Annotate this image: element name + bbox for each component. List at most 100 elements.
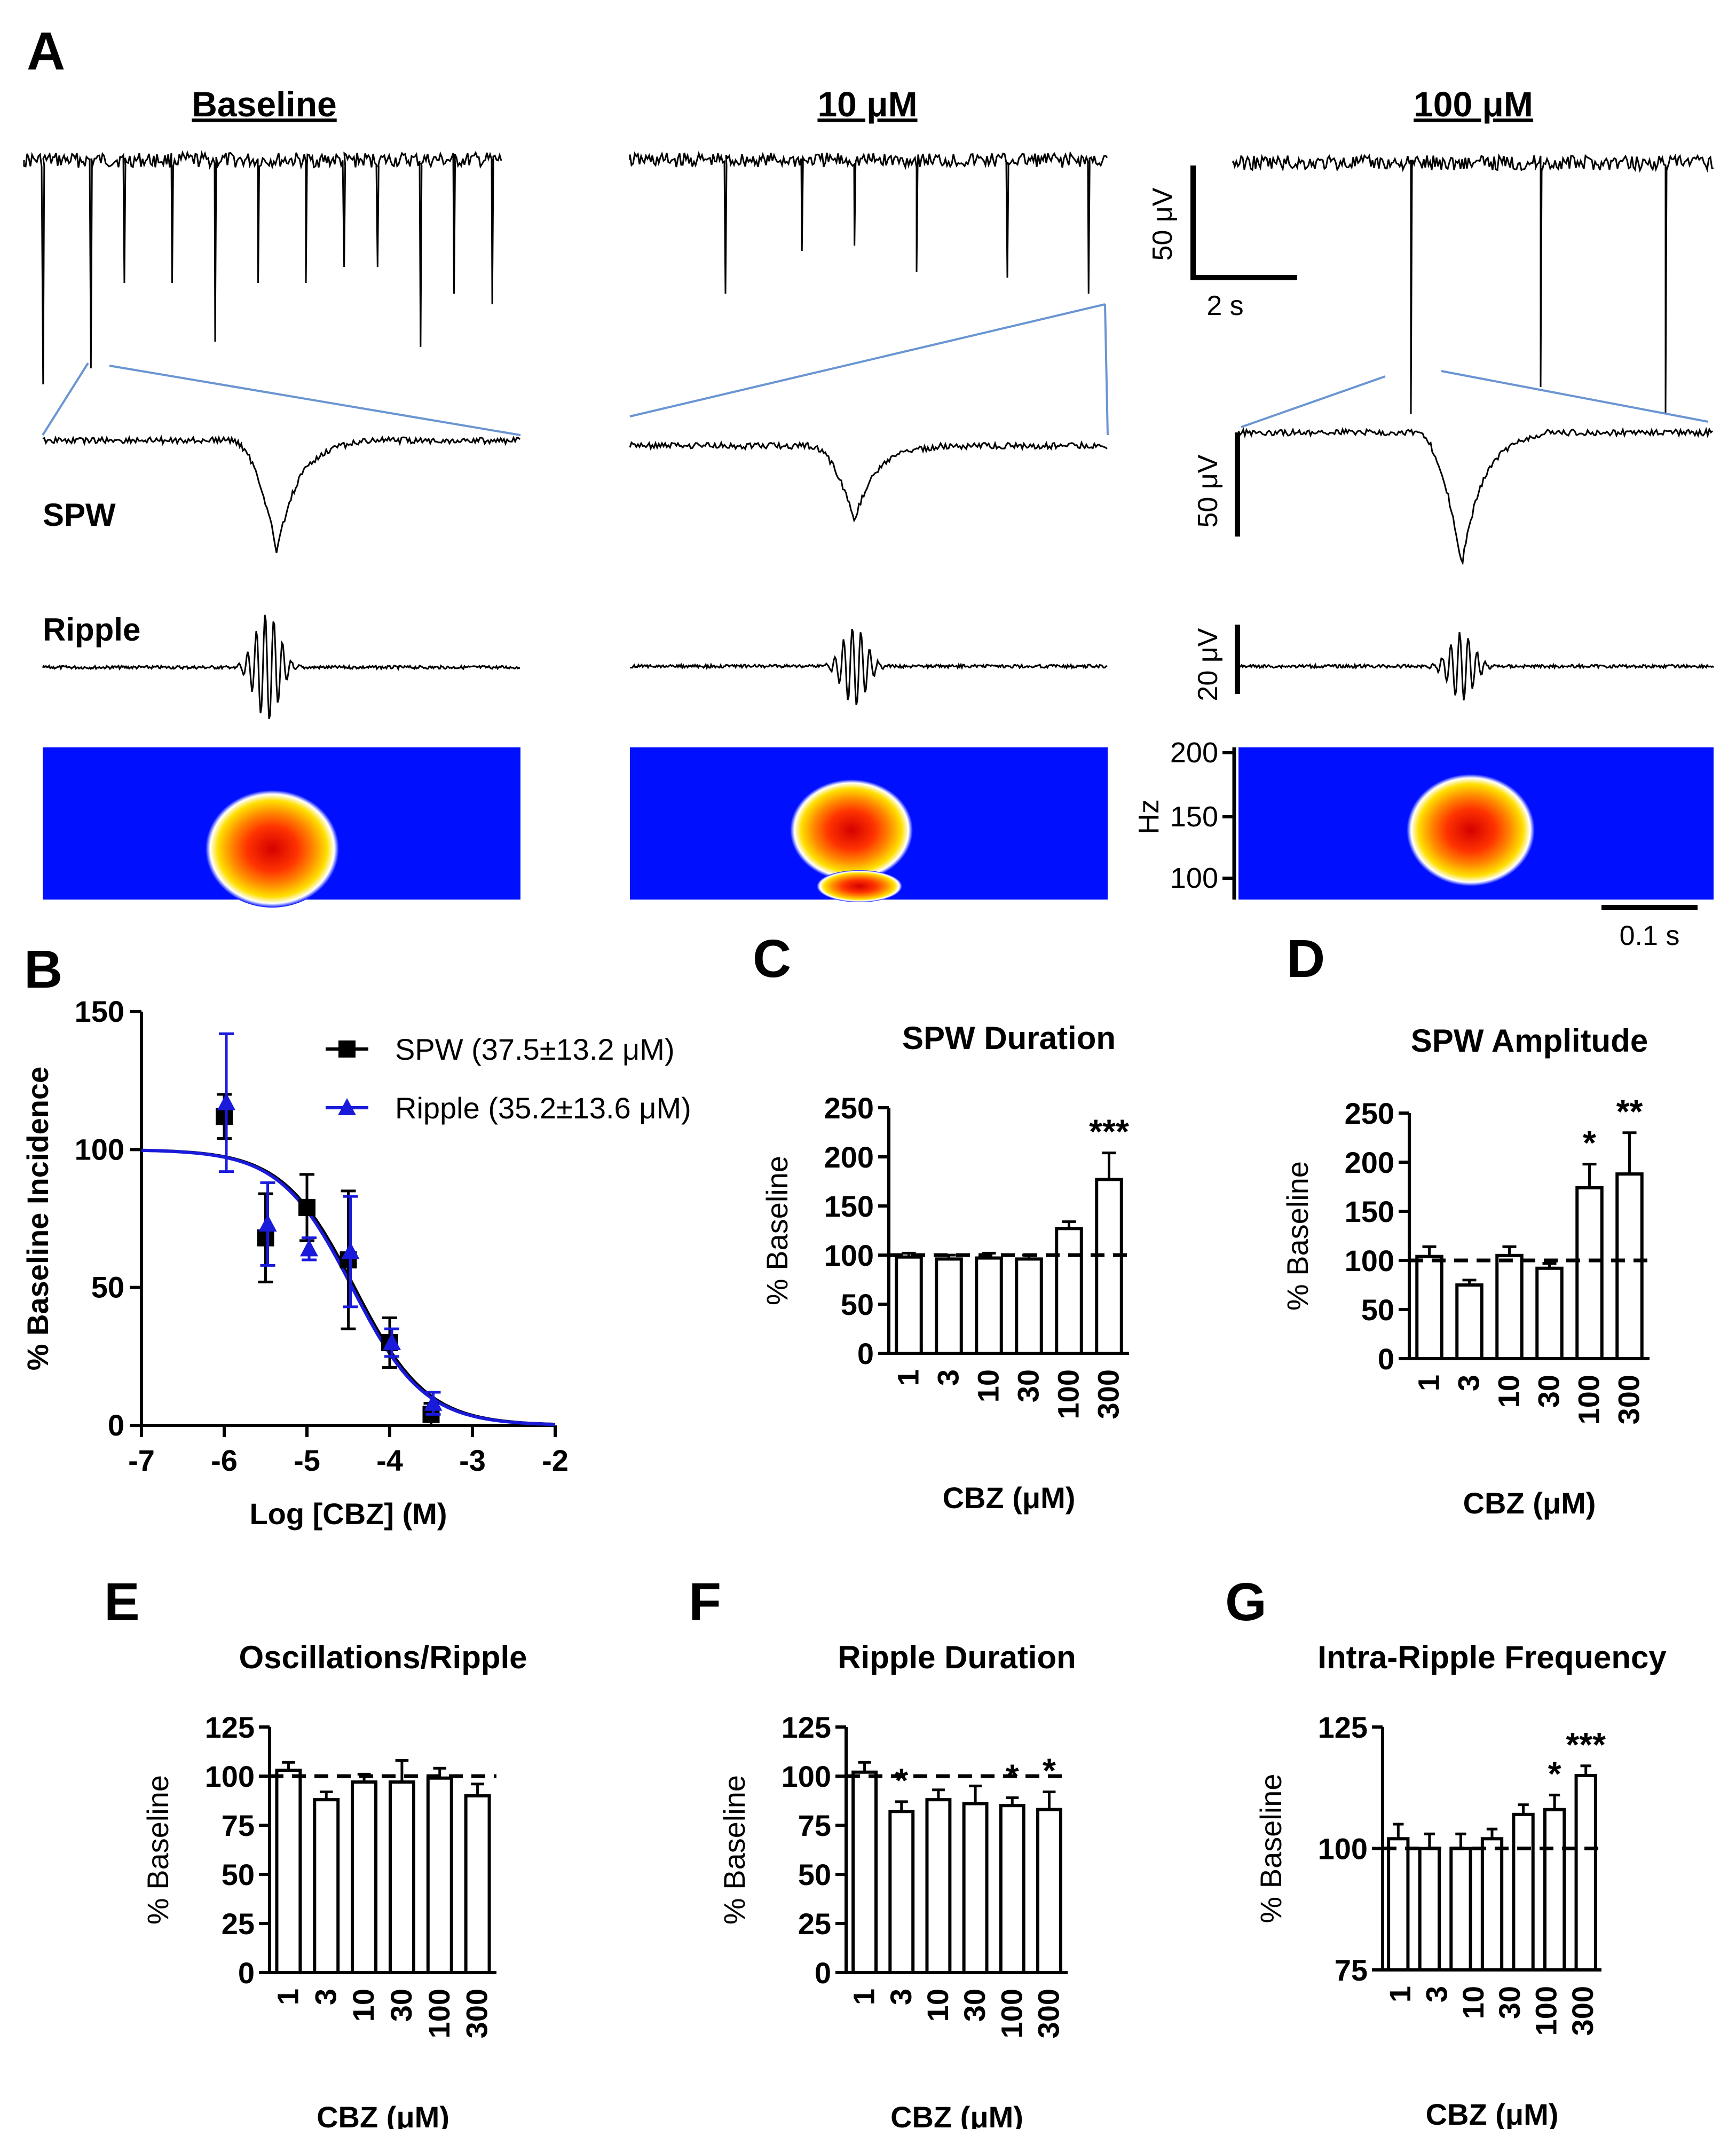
e-xticklabel-3: 10 [346,1989,380,2022]
zoom-line-3 [629,303,1106,417]
b-yticklabel-2: 50 [91,1271,124,1304]
g-yticklabel-2: 100 [1318,1832,1368,1866]
b-xticklabel-5: -3 [459,1444,486,1477]
b-legend-marker-1 [338,1040,356,1058]
c-xlabel: CBZ (μM) [943,1481,1076,1515]
f-xticklabel-4: 30 [958,1989,991,2022]
g-bar-1 [1387,1837,1410,1972]
e-yticklabel-5: 100 [205,1760,255,1793]
f-bar-5 [999,1804,1025,1974]
zoom-line-1 [42,362,89,436]
e-bar-4 [388,1780,415,1975]
spw-trace-1 [42,435,521,553]
e-bar-5 [426,1776,453,1974]
b-legend-label-1: SPW (37.5±13.2 μM) [395,1032,675,1066]
e-title: Oscillations/Ripple [239,1639,527,1675]
g-xticklabel-3: 10 [1456,1986,1490,2019]
d-yticklabel-1: 0 [1378,1342,1394,1376]
d-title: SPW Amplitude [1411,1023,1648,1059]
spec-time-label: 0.1 s [1620,920,1680,951]
e-xticklabel-5: 100 [422,1989,456,2038]
g-bar-3 [1449,1847,1472,1972]
e-bar-2 [313,1798,340,1974]
ripple-trace-2 [629,628,1108,705]
g-bar-6 [1543,1808,1566,1972]
b-point-2-5 [383,1333,401,1350]
f-yticklabel-4: 75 [798,1809,831,1842]
g-title: Intra-Ripple Frequency [1317,1639,1667,1675]
spw-row-label: SPW [43,497,116,533]
lfp-trace-2 [629,151,1108,294]
panel-label-f: F [689,1572,721,1632]
e-bar-6 [464,1794,491,1975]
e-yticklabel-1: 0 [238,1956,255,1990]
zoom-line-4 [1104,304,1109,436]
b-yticklabel-4: 150 [75,995,124,1028]
d-bar-2 [1455,1283,1484,1360]
ripple-trace-3 [1237,632,1715,701]
f-title: Ripple Duration [838,1639,1076,1675]
spw-trace-2 [629,440,1108,523]
f-bar-3 [925,1798,952,1974]
b-yticklabel-1: 0 [108,1408,124,1442]
trace-amp-label: 50 μV [1147,187,1178,261]
spec-freq-ticklabel-2: 150 [1170,801,1218,833]
c-yticklabel-1: 0 [857,1337,874,1370]
e-xticklabel-4: 30 [384,1989,418,2022]
g-xticklabel-6: 300 [1566,1986,1599,2036]
g-bar-2 [1418,1847,1441,1972]
f-bar-4 [962,1802,989,1975]
c-yticklabel-2: 50 [841,1288,874,1321]
g-bar-5 [1512,1812,1535,1972]
condition-title-1: Baseline [192,84,336,124]
panel-c: SPW Duration 0 50 100 150 200 250 % Baseline ***… [760,1020,1129,1515]
c-yticklabel-6: 250 [824,1091,874,1125]
d-yticklabel-2: 50 [1361,1293,1394,1327]
c-bar-5 [1055,1227,1083,1355]
panel-e: Oscillations/Ripple 0 25 50 75 100 125 % Baseli… [141,1639,527,2129]
c-ylabel: % Baseline [760,1156,794,1305]
lfp-trace-1 [23,150,502,385]
trace-time-label: 2 s [1206,290,1243,321]
e-yticklabel-4: 75 [222,1809,255,1842]
b-point-1-1 [216,1108,233,1125]
panel-label-d: D [1287,929,1325,989]
d-bar-5 [1575,1186,1604,1361]
f-xlabel: CBZ (μM) [890,2100,1023,2129]
f-bar-1 [851,1770,878,1974]
ripple-amp-label: 20 μV [1193,628,1224,701]
g-xticklabel-4: 30 [1493,1986,1526,2019]
e-bar-1 [275,1768,302,1974]
d-bar-4 [1535,1266,1564,1360]
d-xticklabel-3: 10 [1492,1375,1526,1408]
c-yticklabel-3: 100 [824,1239,874,1272]
spectrogram-blob-2-1 [790,779,913,881]
zoom-line-6 [1441,370,1709,423]
b-legend-marker-2 [338,1098,356,1115]
panel-labels: A B C D E F G [24,21,1325,1632]
e-xlabel: CBZ (μM) [317,2100,449,2129]
g-yticklabel-3: 125 [1318,1710,1368,1744]
lfp-trace-3 [1232,153,1714,414]
c-bar-2 [935,1257,963,1355]
b-xticklabel-3: -5 [294,1444,320,1477]
d-yticklabel-4: 150 [1345,1195,1394,1228]
g-xticklabel-2: 3 [1420,1986,1454,2002]
b-point-1-3 [298,1198,315,1216]
f-yticklabel-6: 125 [782,1710,831,1744]
c-bar-3 [975,1256,1003,1355]
condition-title-2: 10 μM [817,84,917,124]
b-point-2-1 [217,1093,235,1110]
f-bar-2 [888,1810,915,1974]
f-xticklabel-6: 300 [1031,1989,1065,2038]
c-title: SPW Duration [902,1020,1116,1056]
e-xticklabel-1: 1 [271,1989,304,2005]
spw-amp-label: 50 μV [1193,454,1224,527]
b-xticklabel-1: -7 [128,1444,155,1477]
c-xticklabel-3: 10 [972,1369,1005,1402]
f-bar-6 [1036,1808,1062,1975]
f-yticklabel-5: 100 [782,1760,831,1793]
d-bar-6 [1615,1172,1644,1361]
